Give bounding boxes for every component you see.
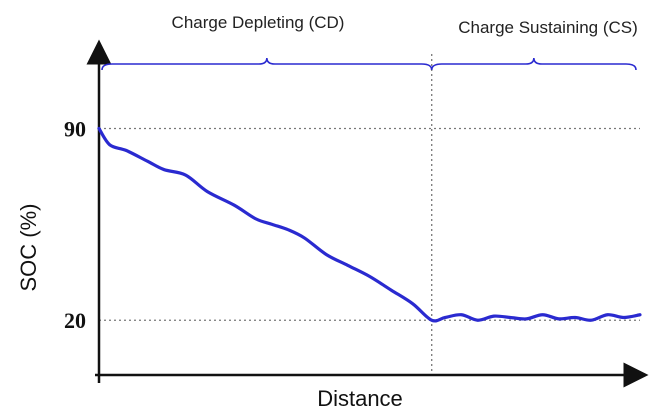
y-axis-label: SOC (%) — [16, 204, 41, 292]
y-tick-label-90: 90 — [64, 116, 86, 141]
phase-label-cd: Charge Depleting (CD) — [172, 13, 345, 32]
x-axis-label: Distance — [317, 386, 403, 411]
cd-phase-brace — [101, 57, 433, 71]
y-tick-label-20: 20 — [64, 308, 86, 333]
cs-phase-brace — [430, 57, 637, 71]
phase-label-cs: Charge Sustaining (CS) — [458, 18, 638, 37]
soc-series-line — [97, 126, 642, 323]
